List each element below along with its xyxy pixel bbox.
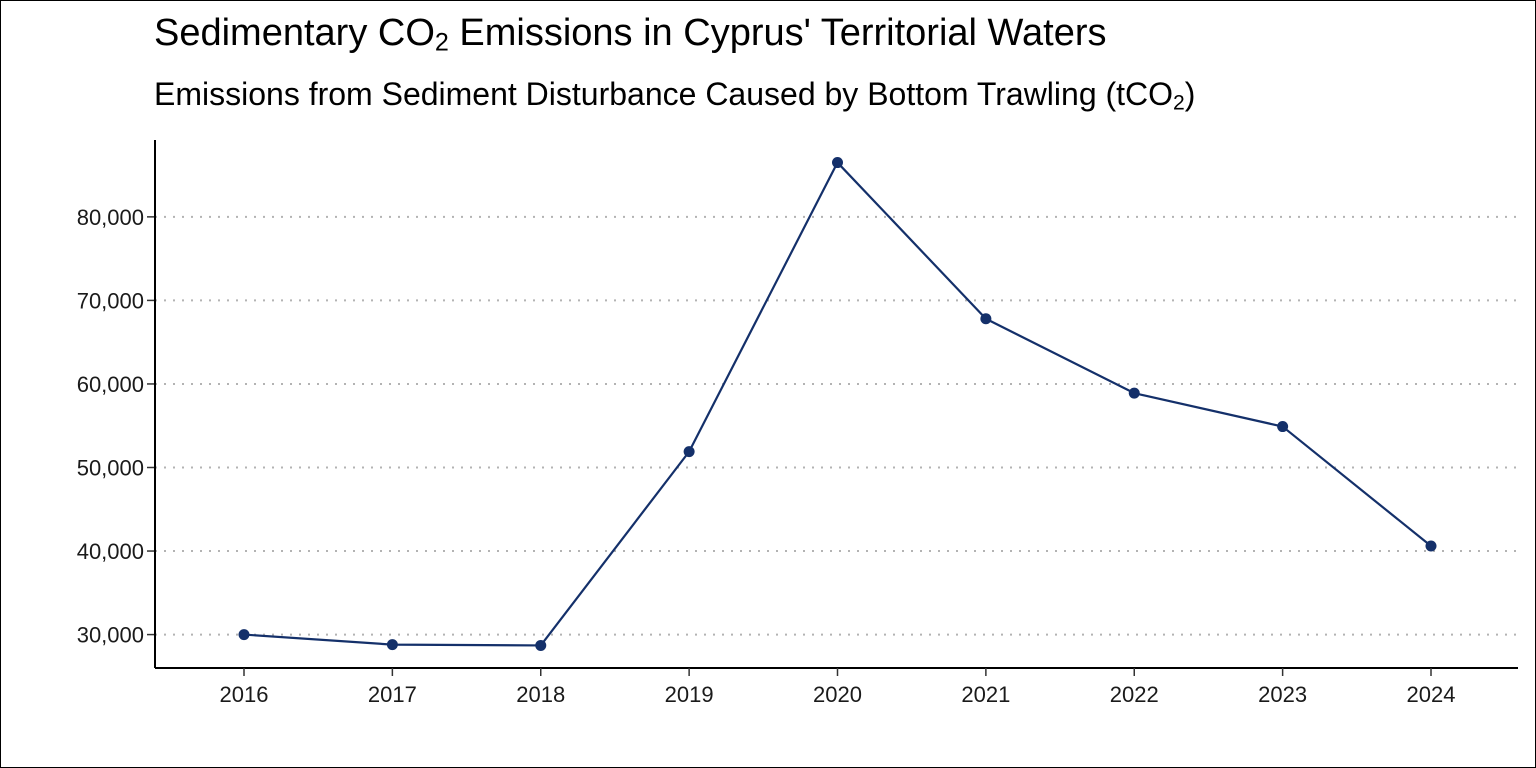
data-point	[683, 446, 695, 458]
x-tick-label: 2017	[368, 682, 417, 707]
y-tick-label: 70,000	[77, 288, 144, 313]
data-point	[1128, 387, 1140, 399]
subtitle-subscript: 2	[1173, 91, 1185, 115]
data-point	[1425, 540, 1437, 552]
title-text: Sedimentary CO	[154, 12, 435, 54]
data-point	[980, 313, 992, 325]
x-tick-label: 2024	[1407, 682, 1456, 707]
x-tick-label: 2023	[1258, 682, 1307, 707]
series-line	[243, 161, 1432, 647]
y-tick-label: 30,000	[77, 623, 144, 648]
series-layer	[238, 157, 1437, 651]
y-tick-label: 60,000	[77, 372, 144, 397]
data-point	[535, 639, 547, 651]
gridlines	[155, 215, 1518, 636]
title-text-end: Emissions in Cyprus' Territorial Waters	[448, 12, 1107, 54]
axes	[147, 140, 1518, 676]
x-tick-label: 2019	[665, 682, 714, 707]
subtitle-text-end: )	[1184, 76, 1196, 112]
title-subscript: 2	[434, 28, 449, 57]
data-point	[832, 157, 843, 169]
x-tick-label: 2016	[220, 682, 269, 707]
data-point	[386, 639, 398, 651]
x-tick-label: 2022	[1110, 682, 1159, 707]
x-tick-label: 2018	[516, 682, 565, 707]
x-tick-label: 2021	[961, 682, 1010, 707]
data-point	[1277, 421, 1289, 433]
subtitle-text: Emissions from Sediment Disturbance Caus…	[154, 76, 1174, 112]
chart-title: Sedimentary CO2 Emissions in Cyprus' Ter…	[154, 12, 1106, 55]
x-tick-label: 2020	[813, 682, 862, 707]
chart-subtitle: Emissions from Sediment Disturbance Caus…	[154, 76, 1196, 115]
y-tick-label: 40,000	[77, 539, 144, 564]
y-tick-label: 50,000	[77, 455, 144, 480]
y-tick-label: 80,000	[77, 205, 144, 230]
data-point	[238, 629, 250, 641]
tick-labels: 30,000 40,000 50,000 60,000 70,000 80,000 2016…	[77, 205, 1456, 707]
